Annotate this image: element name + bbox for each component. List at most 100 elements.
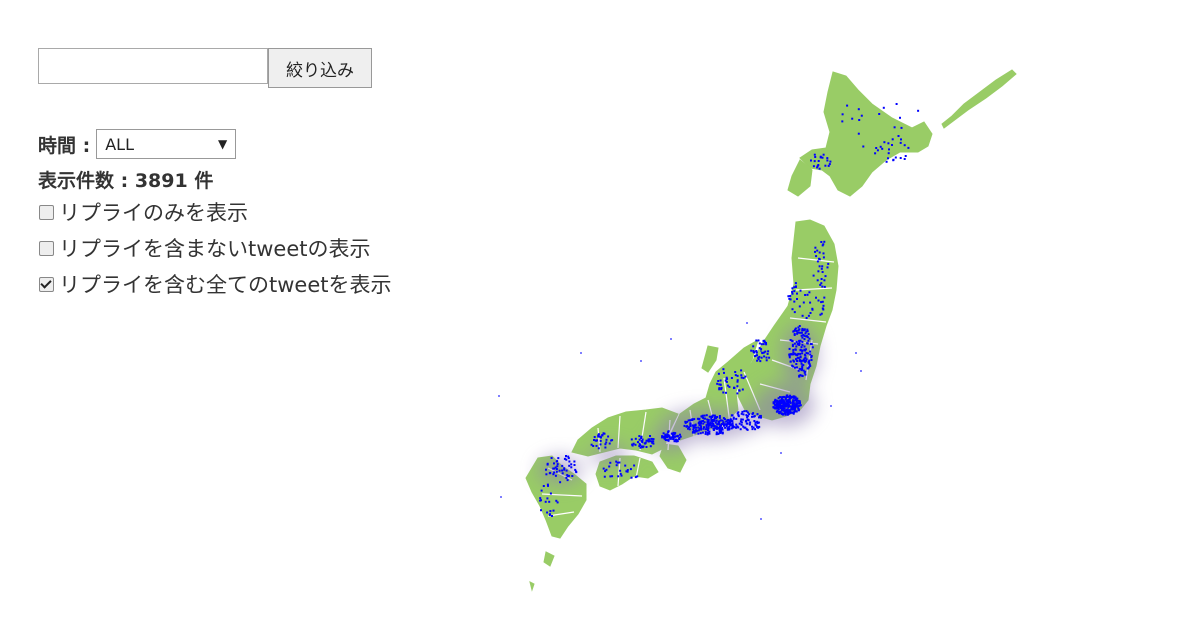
tweet-point <box>722 391 725 394</box>
tweet-point <box>821 300 824 303</box>
tweet-point <box>725 425 728 428</box>
tweet-point <box>818 265 821 268</box>
tweet-point <box>816 249 819 252</box>
tweet-point <box>667 430 670 433</box>
checkbox-no-reply[interactable] <box>39 240 54 256</box>
option-no-reply[interactable]: リプライを含まないtweetの表示 <box>38 230 458 266</box>
tweet-point <box>698 427 701 430</box>
tweet-point <box>710 422 713 425</box>
tweet-point <box>625 470 628 473</box>
tweet-point <box>801 368 803 371</box>
time-select[interactable]: ALL ▼ <box>96 129 237 159</box>
tweet-point <box>570 466 573 469</box>
tweet-point <box>567 457 570 460</box>
tweet-point <box>700 427 702 430</box>
tweet-point <box>697 429 700 432</box>
tweet-point <box>781 404 784 407</box>
tweet-point <box>662 432 665 435</box>
tweet-point <box>732 416 735 419</box>
tweet-point <box>718 388 721 391</box>
tweet-point <box>728 385 731 388</box>
tweet-point <box>801 374 804 377</box>
tweet-point <box>688 426 690 429</box>
tweet-point <box>599 443 602 446</box>
tweet-point <box>806 330 809 333</box>
checkbox-reply-only[interactable] <box>39 204 54 220</box>
tweet-point <box>666 433 669 436</box>
tweet-point <box>601 434 604 437</box>
tweet-point <box>556 465 559 468</box>
tweet-point <box>713 425 716 427</box>
tweet-point <box>818 257 820 260</box>
tweet-point <box>692 428 695 431</box>
tweet-point <box>742 413 745 416</box>
tweet-point <box>788 404 791 407</box>
tweet-point <box>539 497 542 500</box>
tweet-point <box>841 120 844 123</box>
tweet-point <box>686 420 689 423</box>
tweet-point <box>767 350 770 353</box>
tweet-point <box>708 430 711 433</box>
tweet-point <box>647 440 650 443</box>
tweet-point <box>801 365 804 368</box>
tweet-point <box>820 301 823 304</box>
tweet-point <box>651 441 654 444</box>
tweet-point <box>743 426 746 429</box>
tweet-point <box>883 141 886 144</box>
option-all-tweets[interactable]: リプライを含む全てのtweetを表示 <box>38 266 458 302</box>
tweet-point <box>887 142 890 145</box>
tweet-point <box>774 400 777 403</box>
tweet-point <box>708 432 711 435</box>
tweet-point <box>679 433 681 436</box>
tweet-point <box>753 420 756 422</box>
tweet-point <box>782 413 785 416</box>
tweet-point <box>688 428 691 431</box>
tweet-point <box>563 468 566 471</box>
filter-input[interactable] <box>38 48 268 84</box>
tweet-point <box>752 350 755 352</box>
tweet-point <box>729 419 732 422</box>
tweet-point <box>624 464 627 467</box>
tweet-point <box>603 475 606 478</box>
heat-blob <box>590 445 630 465</box>
tweet-point <box>827 164 830 167</box>
tweet-point <box>792 365 795 368</box>
tweet-point <box>798 305 801 308</box>
tweet-point <box>708 415 711 418</box>
tweet-point <box>782 406 785 409</box>
tweet-point <box>754 421 757 424</box>
tweet-point <box>701 414 704 417</box>
tweet-point <box>714 427 717 430</box>
tweet-point <box>649 435 651 437</box>
tweet-point <box>752 426 755 429</box>
tweet-point <box>797 369 800 372</box>
tweet-point <box>644 442 647 445</box>
tweet-point <box>689 424 692 426</box>
tweet-point <box>793 402 796 405</box>
checkbox-all-tweets[interactable] <box>39 276 54 292</box>
tweet-point <box>778 412 781 415</box>
tweet-point <box>790 395 793 398</box>
time-label: 時間 : <box>38 134 91 157</box>
filter-button[interactable]: 絞り込み <box>268 48 372 88</box>
tweet-point <box>553 467 556 470</box>
tweet-point <box>797 329 800 332</box>
tweet-point <box>796 366 798 369</box>
tweet-point <box>782 396 785 398</box>
tweet-point <box>798 358 801 361</box>
tweet-point <box>744 375 747 378</box>
tweet-point <box>650 440 653 443</box>
option-reply-only[interactable]: リプライのみを表示 <box>38 194 458 230</box>
tweet-point <box>801 336 804 339</box>
tweet-point <box>891 144 893 146</box>
tweet-point <box>806 367 809 370</box>
tweet-point <box>792 359 795 362</box>
tweet-point <box>775 404 778 407</box>
tweet-point <box>801 343 804 346</box>
tweet-point <box>796 356 799 359</box>
tweet-point <box>739 428 742 431</box>
tweet-point <box>823 296 826 299</box>
tweet-point <box>710 426 713 429</box>
tweet-point <box>784 413 787 416</box>
